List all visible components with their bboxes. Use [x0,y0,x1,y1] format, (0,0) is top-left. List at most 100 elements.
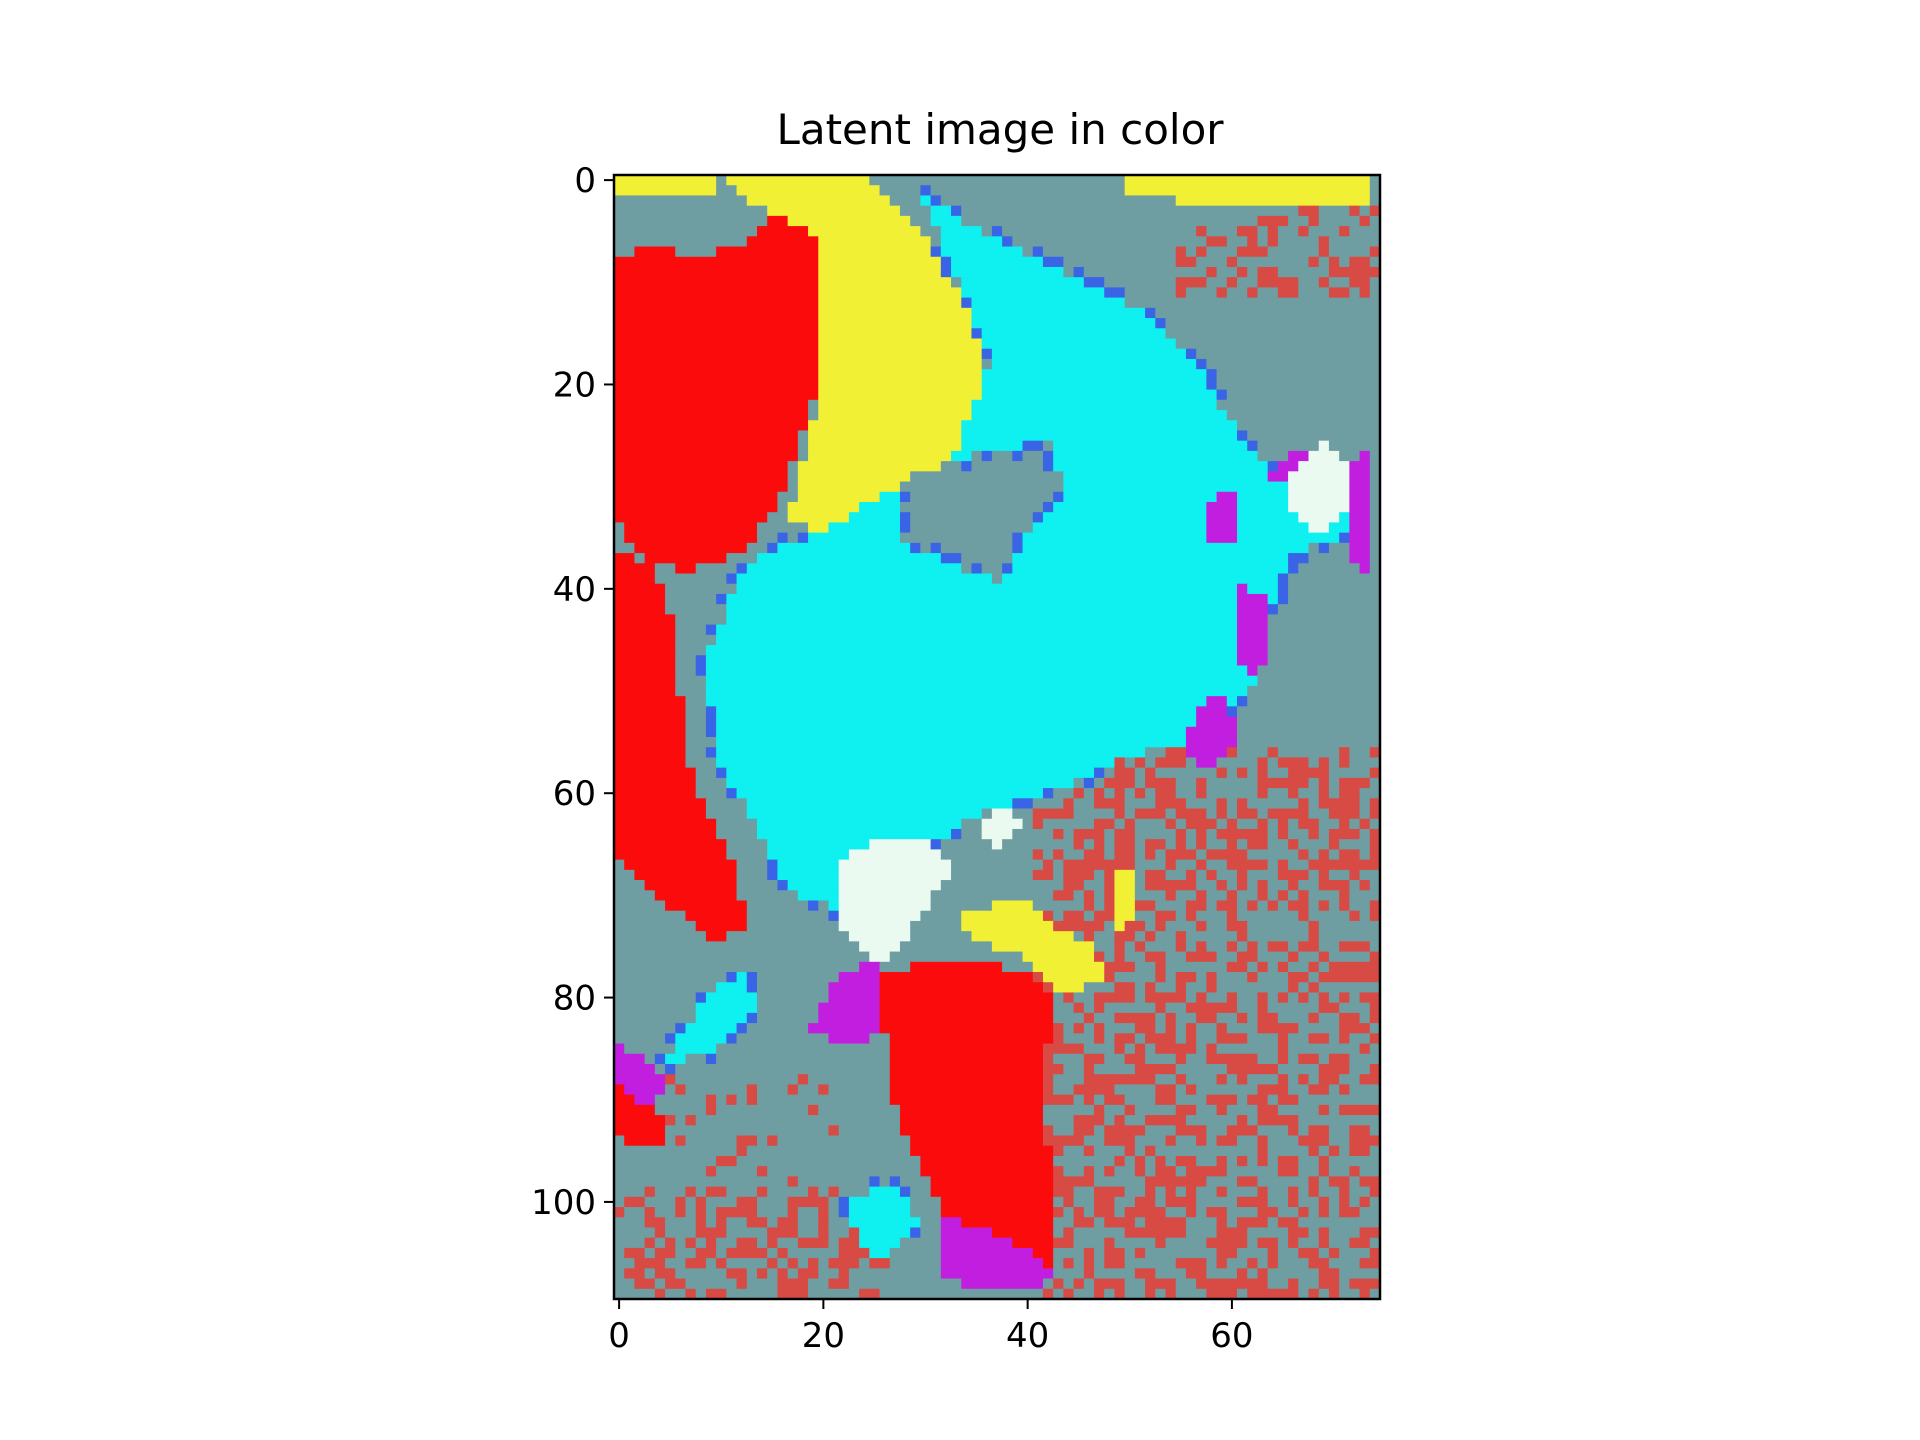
image-pixel-run [1257,215,1289,227]
image-pixel-run [818,246,932,258]
image-pixel-run [1369,205,1381,217]
image-pixel-run [981,828,1013,840]
image-pixel-run [930,236,942,248]
image-pixel-run [665,583,738,595]
image-pixel-run [1247,1288,1299,1300]
image-pixel-run [736,185,881,197]
image-pixel-run [1196,828,1207,840]
image-pixel-run [1175,788,1197,799]
image-pixel-run [1185,869,1197,881]
image-pixel-run [899,205,932,217]
image-pixel-run [705,665,1248,677]
image-pixel-run [1308,256,1320,268]
image-pixel-run [1226,1104,1259,1116]
image-pixel-run [1196,869,1207,881]
image-pixel-run [1226,1217,1238,1229]
image-pixel-run [614,420,809,432]
image-pixel-run [1288,573,1381,585]
image-pixel-run [1369,951,1381,963]
image-pixel-run [1339,839,1371,850]
image-pixel-run [1094,951,1105,963]
image-pixel-run [1053,1258,1064,1269]
image-pixel-run [838,859,952,871]
image-pixel-run [1206,1094,1238,1106]
image-pixel-run [1206,277,1228,288]
image-pixel-run [654,1063,666,1075]
image-pixel-run [1247,849,1299,861]
image-pixel-run [1134,777,1146,789]
image-pixel-run [1063,1145,1085,1157]
image-pixel-run [1298,287,1330,299]
image-pixel-run [1094,992,1136,1004]
image-pixel-run [1175,1135,1197,1147]
image-pixel-run [1155,920,1167,932]
image-pixel-run [1185,992,1197,1004]
image-pixel-run [899,501,1044,513]
image-pixel-run [1369,1247,1381,1259]
image-pixel-run [889,1033,1054,1045]
image-pixel-run [675,246,717,258]
image-pixel-run [1185,1033,1197,1045]
image-pixel-run [614,645,676,656]
image-pixel-run [614,604,666,615]
image-pixel-run [1114,931,1136,942]
image-pixel-run [828,992,881,1004]
image-pixel-run [1359,1196,1371,1208]
image-pixel-run [920,910,962,922]
image-pixel-run [879,992,1054,1004]
image-pixel-run [1124,1145,1136,1157]
image-pixel-run [1308,808,1330,820]
image-pixel-run [716,1258,727,1269]
image-pixel-run [920,195,932,207]
image-pixel-run [1339,1247,1371,1259]
image-pixel-run [1318,880,1350,891]
image-pixel-run [1277,1033,1289,1045]
image-pixel-run [756,1002,819,1014]
image-pixel-run [1349,471,1371,483]
image-pixel-run [910,491,1054,503]
image-pixel-run [1318,849,1330,861]
image-pixel-run [1114,880,1136,891]
image-pixel-run [930,195,942,207]
image-pixel-run [1114,890,1136,902]
image-pixel-run [869,1176,881,1188]
image-pixel-run [624,1196,646,1208]
image-pixel-run [654,1247,676,1259]
image-pixel-run [1032,246,1044,258]
image-pixel-run [1359,215,1371,227]
image-pixel-run [1339,849,1361,861]
image-pixel-run [1349,1135,1381,1147]
image-pixel-run [1237,890,1259,902]
image-pixel-run [1042,512,1207,524]
image-pixel-run [889,1094,1044,1106]
image-pixel-run [1339,1278,1350,1290]
image-pixel-run [1237,737,1381,748]
image-pixel-run [1257,1053,1279,1065]
image-pixel-run [828,1084,891,1096]
image-pixel-run [1134,757,1146,769]
image-pixel-run [961,910,1044,922]
image-pixel-run [716,1217,727,1229]
image-pixel-run [1155,798,1187,810]
image-pixel-run [726,573,738,585]
image-pixel-run [1206,358,1381,370]
image-pixel-run [1339,900,1350,912]
image-pixel-run [767,542,779,554]
image-pixel-run [1063,1278,1075,1290]
image-pixel-run [1257,1012,1279,1024]
axes-frame [612,173,1382,1301]
image-pixel-run [1226,767,1238,779]
image-pixel-run [991,358,1197,370]
image-pixel-run [838,900,932,912]
image-pixel-run [869,1258,891,1269]
image-pixel-run [1155,788,1177,799]
image-pixel-run [1104,961,1136,973]
image-pixel-run [1175,818,1187,830]
image-pixel-run [1226,1023,1259,1034]
image-pixel-run [818,1002,881,1014]
image-pixel-run [1053,1237,1075,1249]
image-pixel-run [1349,869,1361,881]
image-pixel-run [1257,1176,1310,1188]
image-pixel-run [1267,1196,1289,1208]
image-pixel-run [808,522,830,534]
